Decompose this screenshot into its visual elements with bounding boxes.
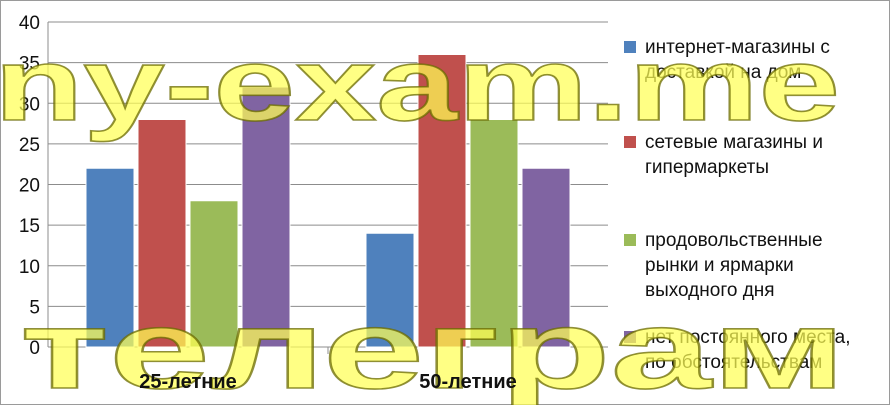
legend: интернет-магазины с доставкой на дом сетев… xyxy=(624,37,850,373)
legend-swatch xyxy=(624,136,636,148)
y-tick-labels: 0 5 10 15 20 25 30 35 40 xyxy=(19,13,40,359)
legend-swatch xyxy=(624,234,636,246)
bar xyxy=(521,167,571,348)
bar xyxy=(365,232,415,348)
legend-label: гипермаркеты xyxy=(645,157,769,178)
bar xyxy=(417,54,467,348)
legend-label: доставкой на дом xyxy=(645,62,801,83)
legend-label: интернет-магазины с xyxy=(645,37,830,58)
y-tick-label: 15 xyxy=(19,216,40,237)
bar xyxy=(241,86,291,348)
watermarks: ny-exam.me телеграм xyxy=(0,26,847,405)
bar xyxy=(469,119,519,348)
bar xyxy=(137,119,187,348)
y-tick-label: 25 xyxy=(19,135,40,156)
watermark-bottom: телеграм xyxy=(20,287,846,405)
x-category-label: 25-летние xyxy=(139,371,237,393)
y-tick-label: 0 xyxy=(29,338,40,359)
legend-swatch xyxy=(624,41,636,53)
legend-label: выходного дня xyxy=(645,280,775,301)
y-tick-label: 40 xyxy=(19,13,40,34)
y-tick-label: 20 xyxy=(19,176,40,197)
y-tick-label: 30 xyxy=(19,94,40,115)
bars xyxy=(85,54,571,348)
legend-label: продовольственные xyxy=(645,230,823,251)
bar xyxy=(189,200,239,348)
x-category-label: 50-летние xyxy=(419,371,517,393)
legend-label: рынки и ярмарки xyxy=(645,255,794,276)
watermark-top: ny-exam.me xyxy=(0,27,840,143)
legend-label: нет постоянного места, xyxy=(645,327,850,348)
legend-label: по обстоятельствам xyxy=(645,352,822,373)
y-tick-label: 10 xyxy=(19,257,40,278)
y-tick-label: 5 xyxy=(29,297,40,318)
y-tick-label: 35 xyxy=(19,54,40,75)
legend-label: сетевые магазины и xyxy=(645,132,823,153)
bar xyxy=(85,167,135,348)
legend-swatch xyxy=(624,331,636,343)
category-labels: 25-летние 50-летние xyxy=(139,371,517,393)
